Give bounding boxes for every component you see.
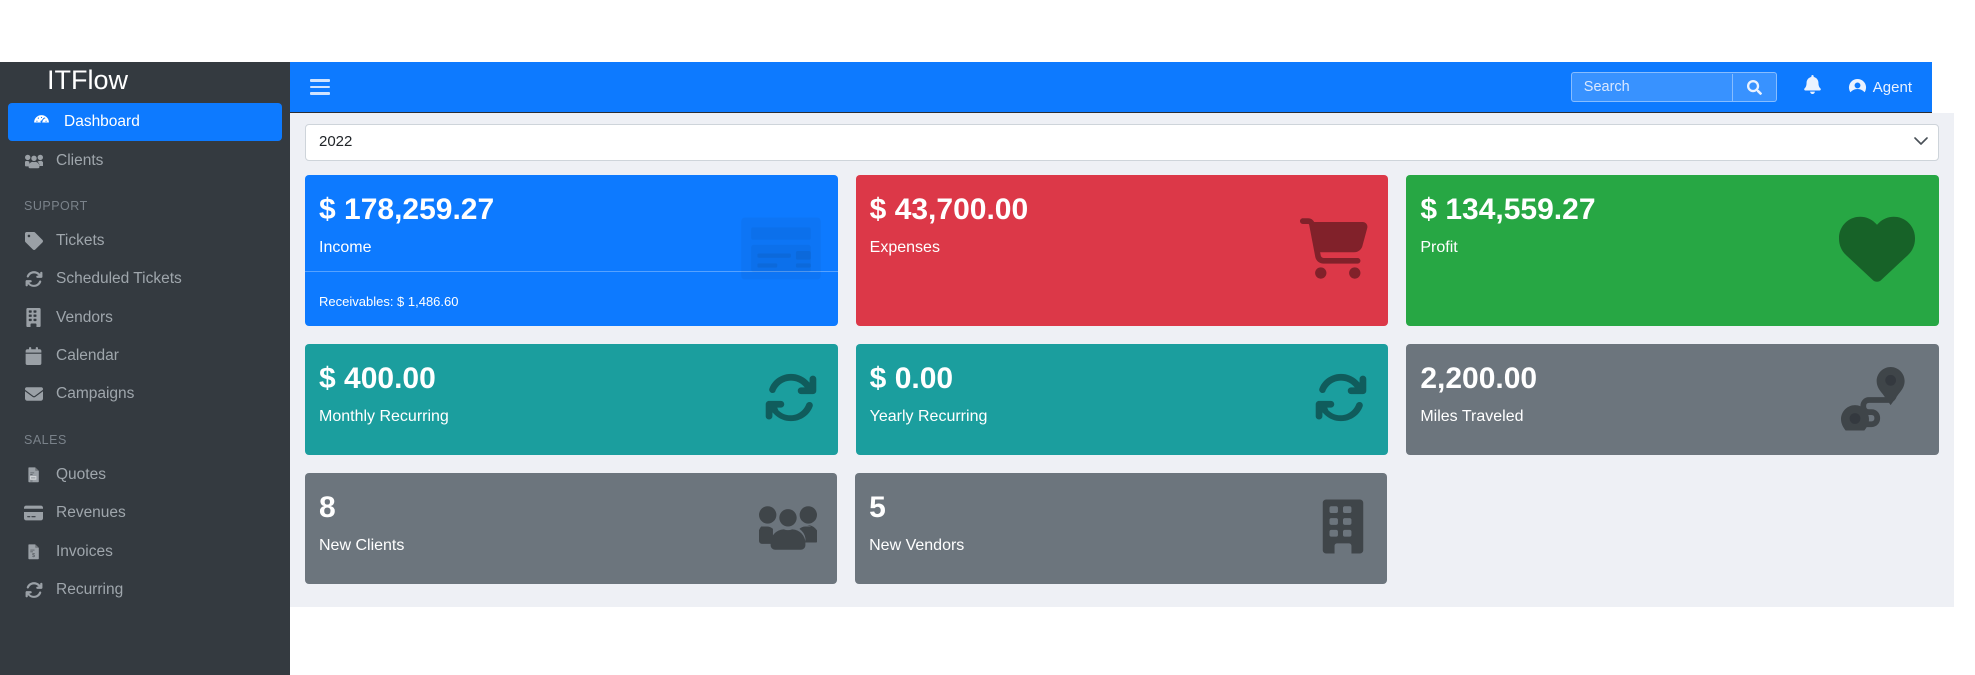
svg-text:$: $: [32, 553, 35, 559]
